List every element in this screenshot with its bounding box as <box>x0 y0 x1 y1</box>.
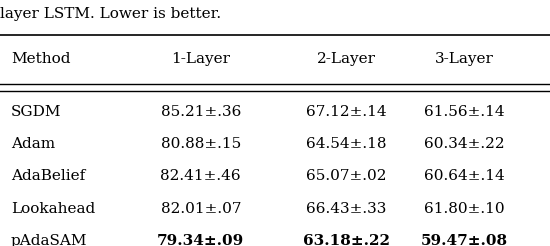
Text: 2-Layer: 2-Layer <box>317 52 376 66</box>
Text: 66.43±.33: 66.43±.33 <box>306 202 387 216</box>
Text: 63.18±.22: 63.18±.22 <box>303 234 390 246</box>
Text: 79.34±.09: 79.34±.09 <box>157 234 244 246</box>
Text: AdaBelief: AdaBelief <box>11 169 85 184</box>
Text: 61.56±.14: 61.56±.14 <box>425 105 505 119</box>
Text: 80.88±.15: 80.88±.15 <box>161 137 241 151</box>
Text: 85.21±.36: 85.21±.36 <box>161 105 241 119</box>
Text: layer LSTM. Lower is better.: layer LSTM. Lower is better. <box>0 7 221 21</box>
Text: 65.07±.02: 65.07±.02 <box>306 169 387 184</box>
Text: 59.47±.08: 59.47±.08 <box>421 234 508 246</box>
Text: 82.01±.07: 82.01±.07 <box>161 202 241 216</box>
Text: Adam: Adam <box>11 137 55 151</box>
Text: 82.41±.46: 82.41±.46 <box>161 169 241 184</box>
Text: 64.54±.18: 64.54±.18 <box>306 137 387 151</box>
Text: 1-Layer: 1-Layer <box>171 52 230 66</box>
Text: pAdaSAM: pAdaSAM <box>11 234 87 246</box>
Text: 3-Layer: 3-Layer <box>435 52 494 66</box>
Text: 60.34±.22: 60.34±.22 <box>425 137 505 151</box>
Text: 60.64±.14: 60.64±.14 <box>425 169 505 184</box>
Text: Lookahead: Lookahead <box>11 202 95 216</box>
Text: Method: Method <box>11 52 70 66</box>
Text: 61.80±.10: 61.80±.10 <box>425 202 505 216</box>
Text: 67.12±.14: 67.12±.14 <box>306 105 387 119</box>
Text: SGDM: SGDM <box>11 105 62 119</box>
